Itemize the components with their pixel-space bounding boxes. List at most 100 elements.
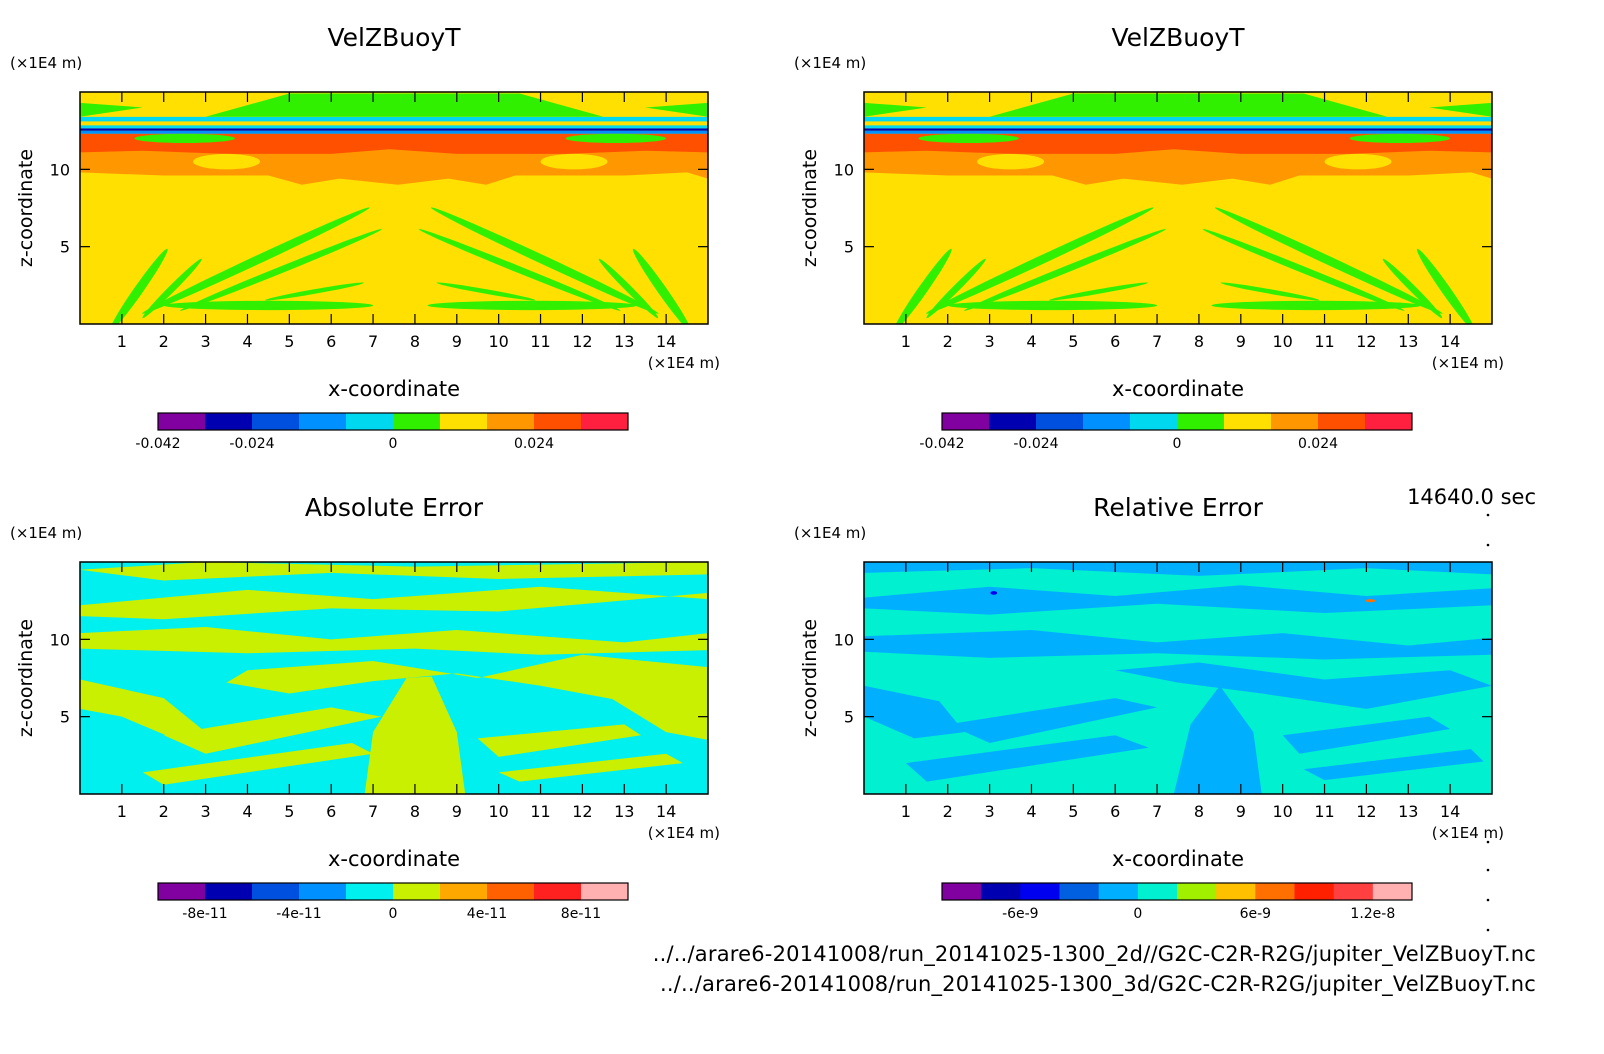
- colorbar: -0.042 -0.024 0 0.024: [919, 412, 1413, 452]
- x-axis-label: x-coordinate: [1112, 377, 1244, 401]
- colorbar-swatch: [1365, 413, 1413, 430]
- x-tick-label: 6: [326, 802, 336, 821]
- x-tick-label: 8: [410, 332, 420, 351]
- colorbar-tick-label: 1.2e-8: [1350, 906, 1395, 922]
- panel-title: VelZBuoyT: [1112, 23, 1246, 52]
- colorbar-swatch: [158, 883, 206, 900]
- contour-rel-region-1: [864, 562, 1492, 576]
- x-tick-label: 7: [368, 332, 378, 351]
- colorbar-swatch: [1294, 883, 1335, 900]
- x-axis-label: x-coordinate: [328, 847, 460, 871]
- panel-title: Relative Error: [1093, 493, 1263, 522]
- relerr-max-spot: [1365, 599, 1376, 603]
- contour-abs-region-10: [498, 753, 683, 782]
- colorbar-swatch: [252, 883, 300, 900]
- x-tick-label: 2: [943, 802, 953, 821]
- plume-right-1: [430, 207, 659, 314]
- plume-right-5: [427, 300, 637, 311]
- x-tick-label: 13: [1398, 802, 1418, 821]
- plume-left-6: [264, 282, 364, 301]
- colorbar-swatch: [440, 883, 488, 900]
- x-tick-label: 1: [117, 332, 127, 351]
- contour-band: [864, 121, 1492, 126]
- x-tick-label: 8: [1194, 802, 1204, 821]
- contour-rel-region-7: [905, 735, 1149, 782]
- contour-rel-region-4: [1115, 662, 1492, 709]
- colorbar: -0.042 -0.024 0 0.024: [135, 412, 629, 452]
- x-tick-label: 9: [452, 802, 462, 821]
- x-tick-label: 12: [1356, 332, 1376, 351]
- x-tick-label: 1: [117, 802, 127, 821]
- z-axis-label: z-coordinate: [799, 149, 821, 267]
- x-tick-label: 6: [1110, 332, 1120, 351]
- colorbar-swatch: [1130, 413, 1178, 430]
- z-axis-label: z-coordinate: [799, 619, 821, 737]
- margin-dot: [1486, 840, 1490, 844]
- colorbar-swatch: [534, 413, 582, 430]
- contour-red-band: [864, 133, 1492, 154]
- x-unit-label: (×1E4 m): [1432, 354, 1504, 372]
- z-axis-label: z-coordinate: [15, 149, 37, 267]
- z-tick-label: 5: [844, 238, 854, 257]
- contour-rel-region-2: [864, 585, 1492, 615]
- plume-left-4: [142, 258, 202, 319]
- contour-rel-region-3: [864, 630, 1492, 660]
- contour-green-top: [989, 93, 1388, 117]
- contour-rel-region-8: [1282, 716, 1451, 754]
- colorbar-swatch: [981, 883, 1021, 900]
- x-tick-label: 12: [572, 332, 592, 351]
- plot-area: [80, 562, 708, 794]
- z-axis-label: z-coordinate: [15, 619, 37, 737]
- colorbar-swatch: [942, 413, 990, 430]
- plot-frame: [79, 561, 709, 795]
- x-tick-label: 5: [284, 802, 294, 821]
- colorbar-tick-label: -8e-11: [182, 906, 227, 922]
- contour-abs-region-11: [603, 682, 708, 740]
- x-tick-label: 7: [1152, 802, 1162, 821]
- colorbar-swatch: [205, 883, 253, 900]
- contour-abs-region-2: [80, 586, 708, 620]
- plume-left-1: [141, 207, 370, 314]
- colorbar-swatch: [299, 413, 347, 430]
- contour-band: [80, 130, 708, 134]
- contour-band: [864, 125, 1492, 129]
- colorbar-swatch: [1318, 413, 1366, 430]
- plume-right-4: [1382, 258, 1443, 319]
- x-tick-label: 3: [985, 802, 995, 821]
- colorbar-tick-label: 0.024: [1298, 436, 1338, 452]
- colorbar-tick-label: 0.024: [514, 436, 554, 452]
- z-unit-label: (×1E4 m): [10, 524, 82, 542]
- x-tick-label: 2: [159, 332, 169, 351]
- contour-region: [977, 153, 1045, 170]
- x-tick-label: 6: [326, 332, 336, 351]
- z-unit-label: (×1E4 m): [10, 54, 82, 72]
- contour-red-band: [80, 133, 708, 154]
- colorbar-tick-label: 6e-9: [1240, 906, 1271, 922]
- colorbar-swatch: [1177, 413, 1225, 430]
- colorbar-swatch: [1036, 413, 1084, 430]
- x-tick-label: 5: [1068, 802, 1078, 821]
- colorbar-tick-label: 4e-11: [467, 906, 507, 922]
- z-tick-label: 5: [60, 238, 70, 257]
- plume-left-6: [1048, 282, 1148, 301]
- colorbar-tick-label: -0.042: [135, 436, 180, 452]
- colorbar-swatch: [346, 883, 394, 900]
- contour-abs-region-1: [80, 562, 708, 581]
- x-unit-label: (×1E4 m): [648, 824, 720, 842]
- colorbar-tick-label: 0: [389, 906, 398, 922]
- contour-band: [864, 130, 1492, 134]
- colorbar-tick-label: 8e-11: [561, 906, 601, 922]
- x-tick-label: 1: [901, 332, 911, 351]
- x-tick-label: 5: [284, 332, 294, 351]
- colorbar-frame: [941, 412, 1413, 431]
- colorbar: -8e-11 -4e-11 0 4e-11 8e-11: [157, 882, 629, 922]
- plume-right-6: [1220, 282, 1320, 301]
- x-tick-label: 14: [1440, 332, 1460, 351]
- colorbar-swatch: [1059, 883, 1100, 900]
- colorbar-swatch: [1098, 883, 1139, 900]
- x-tick-label: 3: [985, 332, 995, 351]
- x-tick-label: 14: [656, 802, 676, 821]
- panel-title: VelZBuoyT: [328, 23, 462, 52]
